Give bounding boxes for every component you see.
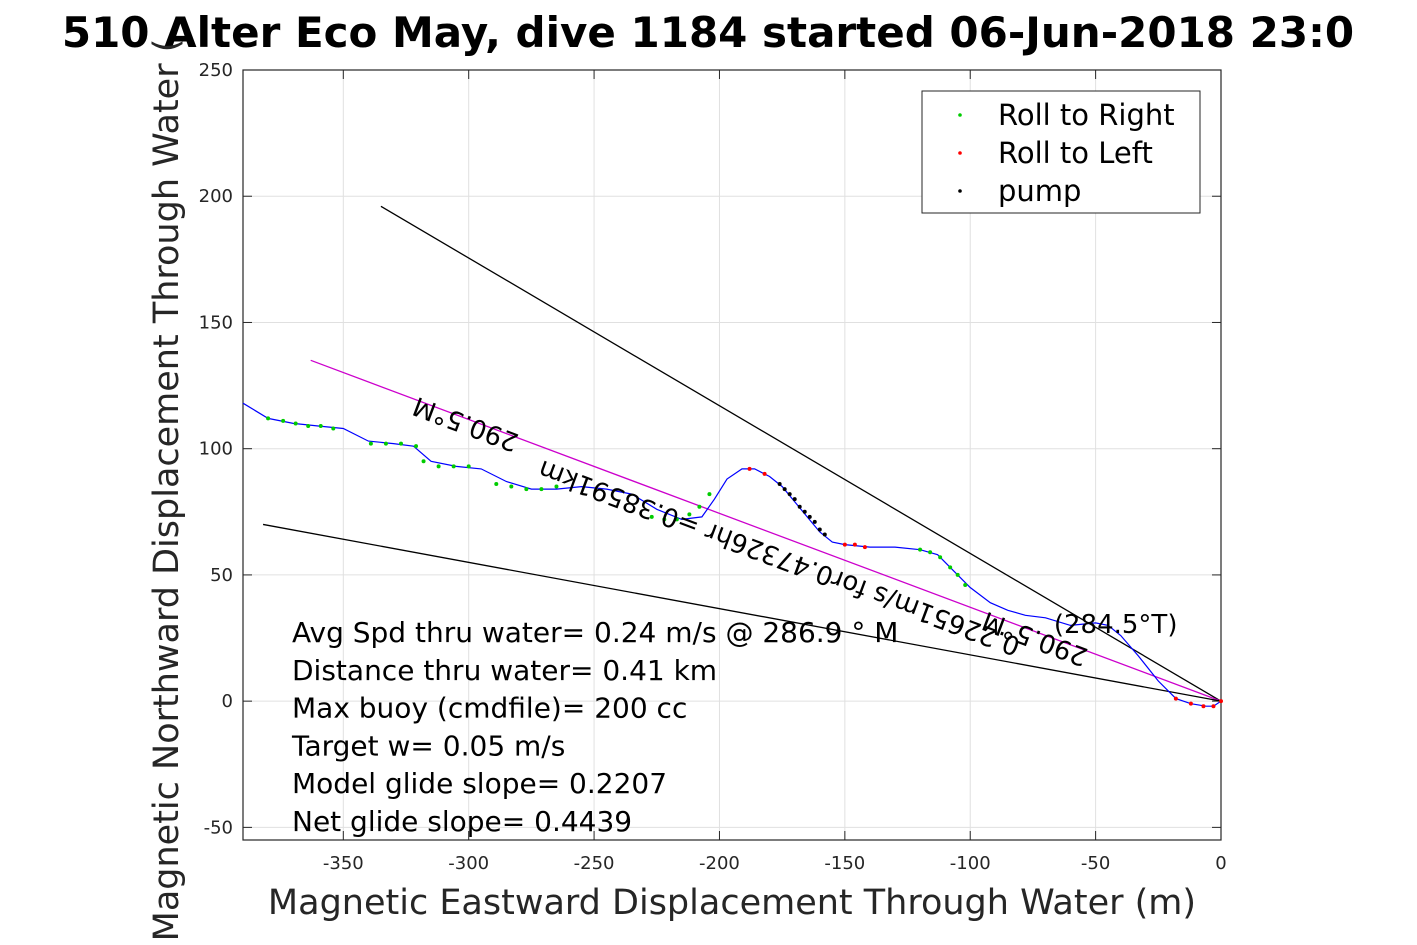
roll-right-point [368, 441, 373, 446]
y-tick-label: 150 [199, 312, 233, 333]
roll-left-point [862, 545, 867, 550]
legend-label-pump: pump [998, 174, 1081, 208]
pump-point [777, 482, 782, 487]
roll-left-point [1188, 701, 1193, 706]
stat-line: Avg Spd thru water= 0.24 m/s @ 286.9 ° M [292, 616, 898, 649]
legend-marker-roll-right [958, 113, 962, 117]
roll-right-point [383, 441, 388, 446]
roll-right-point [281, 418, 286, 423]
x-tick-label: -150 [824, 853, 865, 874]
y-tick-label: 0 [222, 691, 233, 712]
roll-right-point [398, 441, 403, 446]
roll-left-point [1219, 699, 1223, 704]
pump-point [787, 492, 792, 497]
markers [266, 416, 1223, 709]
legend-label-roll-right: Roll to Right [998, 98, 1175, 132]
roll-right-point [539, 487, 544, 492]
roll-right-point [331, 426, 336, 431]
roll-right-point [524, 487, 529, 492]
roll-right-point [707, 492, 712, 497]
roll-right-point [662, 517, 667, 522]
y-tick-label: 100 [199, 439, 233, 460]
legend-label-roll-left: Roll to Left [998, 136, 1153, 170]
roll-left-point [762, 471, 767, 476]
roll-left-point [1201, 704, 1206, 709]
stat-line: Max buoy (cmdfile)= 200 cc [292, 692, 687, 725]
roll-right-point [674, 517, 679, 522]
roll-right-point [509, 484, 514, 489]
roll-right-point [306, 423, 311, 428]
bearing-annotation: (284.5°T) [1054, 610, 1178, 640]
y-tick-label: 250 [199, 60, 233, 81]
roll-right-point [451, 464, 456, 469]
stats-block: Avg Spd thru water= 0.24 m/s @ 286.9 ° M… [291, 616, 898, 838]
roll-left-point [842, 542, 847, 547]
pump-point [797, 504, 802, 509]
roll-right-point [421, 459, 426, 464]
stat-line: Target w= 0.05 m/s [291, 729, 565, 762]
roll-right-point [697, 504, 702, 509]
stat-line: Model glide slope= 0.2207 [292, 767, 667, 800]
pump-point [792, 497, 797, 502]
chart-title: 510 Alter Eco May, dive 1184 started 06-… [62, 8, 1354, 57]
bearing-line-lower [262, 523, 1222, 702]
legend: Roll to Right Roll to Left pump [921, 90, 1201, 214]
roll-right-point [948, 565, 953, 570]
x-tick-label: 0 [1215, 853, 1226, 874]
stat-line: Distance thru water= 0.41 km [292, 654, 717, 687]
roll-right-point [955, 572, 960, 577]
roll-right-point [918, 547, 923, 552]
y-tick-label: 200 [199, 186, 233, 207]
roll-right-point [649, 514, 654, 519]
x-tick-label: -300 [448, 853, 489, 874]
roll-right-point [293, 421, 298, 426]
y-axis-label: Magnetic Northward Displacement Through … [147, 39, 187, 942]
y-tick-label: -50 [204, 817, 233, 838]
roll-right-point [494, 482, 499, 487]
bearing-line-upper [380, 205, 1222, 702]
legend-marker-pump [958, 189, 962, 193]
pump-point [822, 532, 827, 537]
roll-right-point [436, 464, 441, 469]
y-tick-label: 50 [210, 565, 233, 586]
roll-right-point [687, 512, 692, 517]
pump-point [812, 519, 817, 524]
x-tick-label: -50 [1081, 853, 1110, 874]
pump-point [782, 487, 787, 492]
axis-ticks: -350 -300 -250 -200 -150 -100 -50 0 -50 0 50 100 150… [199, 60, 1227, 874]
bearing-line-mid [310, 359, 1222, 702]
x-tick-label: -250 [574, 853, 615, 874]
plot-area-border [242, 69, 1222, 841]
roll-left-point [852, 542, 857, 547]
x-tick-label: -200 [699, 853, 740, 874]
pump-point [817, 527, 822, 532]
pump-point [802, 509, 807, 514]
roll-right-point [938, 555, 943, 560]
legend-marker-roll-left [958, 151, 962, 155]
roll-left-point [747, 466, 752, 471]
x-axis-label: Magnetic Eastward Displacement Through W… [268, 883, 1196, 923]
roll-left-point [1173, 696, 1178, 701]
roll-right-point [928, 550, 933, 555]
roll-right-point [318, 423, 323, 428]
bearing-lines [262, 205, 1222, 702]
pump-point [807, 514, 812, 519]
roll-right-point [466, 464, 471, 469]
legend-box [921, 90, 1201, 214]
roll-right-point [554, 484, 559, 489]
roll-right-point [963, 583, 968, 588]
roll-right-point [266, 416, 271, 421]
stat-line: Net glide slope= 0.4439 [292, 805, 632, 838]
x-tick-label: -350 [323, 853, 364, 874]
roll-left-point [1211, 704, 1216, 709]
x-tick-label: -100 [950, 853, 991, 874]
roll-right-point [414, 444, 419, 449]
